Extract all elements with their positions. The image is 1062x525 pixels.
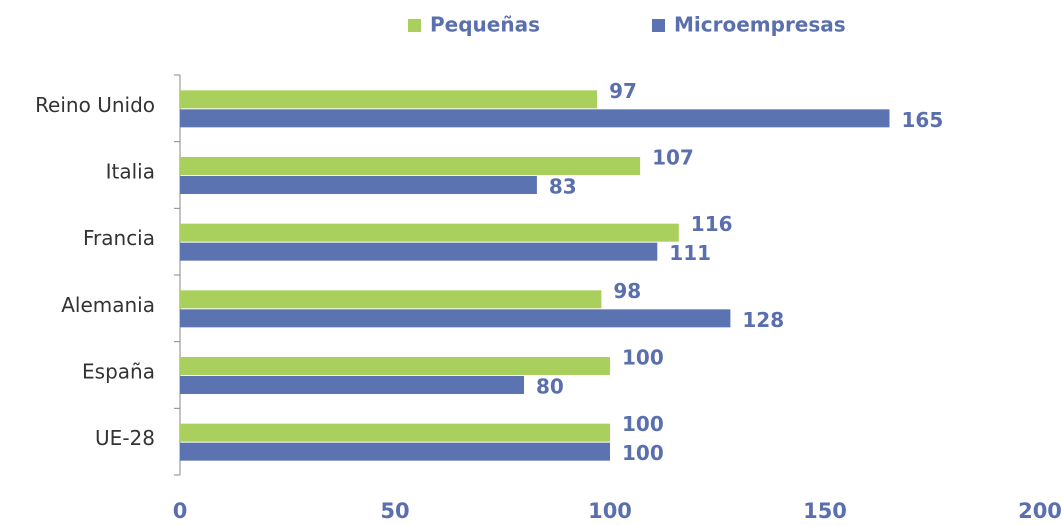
bar — [180, 423, 610, 442]
category-label: Reino Unido — [35, 93, 155, 117]
value-label: 100 — [622, 412, 664, 436]
bar — [180, 223, 679, 242]
bar — [180, 242, 658, 261]
category-label: Francia — [83, 226, 155, 250]
bar — [180, 90, 598, 109]
x-tick-label: 50 — [380, 499, 409, 523]
bar — [180, 157, 641, 175]
bar — [180, 109, 890, 128]
x-tick-label: 100 — [588, 499, 632, 523]
legend-label: Microempresas — [674, 13, 846, 37]
bar — [180, 290, 602, 309]
value-label: 107 — [652, 146, 694, 170]
legend-swatch — [652, 19, 665, 32]
bar — [180, 376, 524, 394]
x-tick-label: 150 — [803, 499, 847, 523]
value-label: 98 — [613, 279, 641, 303]
category-label: Italia — [106, 160, 155, 184]
x-tick-label: 0 — [173, 499, 188, 523]
value-label: 128 — [742, 308, 784, 332]
bar — [180, 357, 610, 375]
legend-swatch — [408, 19, 421, 32]
bar — [180, 176, 537, 194]
value-label: 83 — [549, 175, 577, 199]
value-label: 111 — [669, 241, 711, 265]
bar — [180, 442, 610, 461]
category-label: España — [82, 360, 155, 384]
x-tick-label: 200 — [1018, 499, 1062, 523]
value-label: 97 — [609, 79, 637, 103]
bar — [180, 309, 731, 328]
category-label: Alemania — [61, 293, 155, 317]
value-label: 100 — [622, 346, 664, 370]
value-label: 165 — [902, 108, 944, 132]
value-label: 100 — [622, 441, 664, 465]
value-label: 80 — [536, 375, 564, 399]
legend-label: Pequeñas — [430, 13, 540, 37]
value-label: 116 — [691, 212, 733, 236]
category-label: UE-28 — [95, 426, 155, 450]
